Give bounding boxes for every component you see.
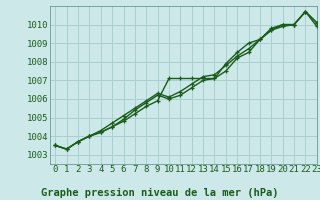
Text: Graphe pression niveau de la mer (hPa): Graphe pression niveau de la mer (hPa)	[41, 188, 279, 198]
